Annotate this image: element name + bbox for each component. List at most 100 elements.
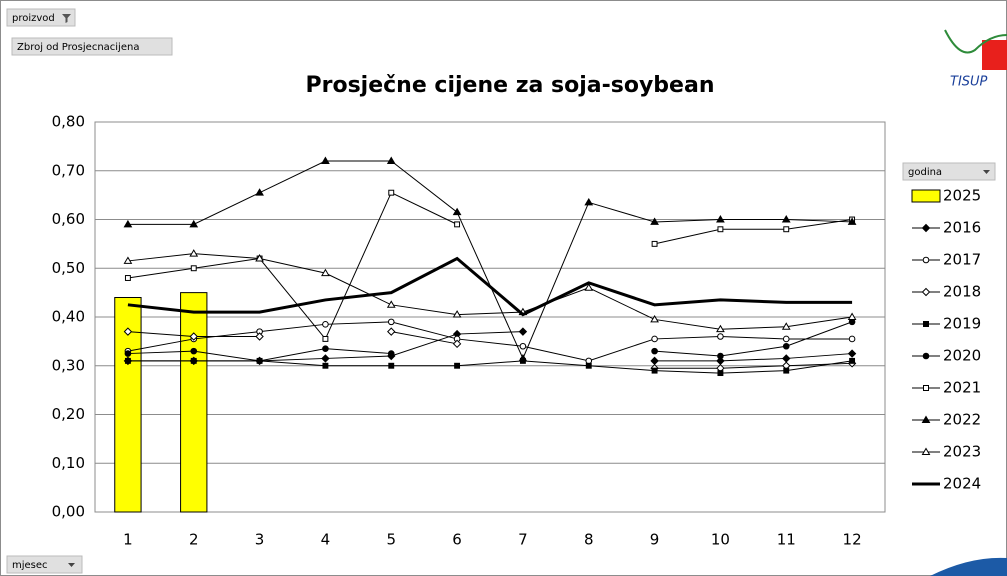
- filter-label: proizvod: [12, 13, 55, 24]
- marker: [651, 347, 658, 355]
- marker: [781, 322, 791, 330]
- marker: [386, 300, 396, 308]
- legend-marker: [923, 321, 929, 327]
- marker: [454, 362, 461, 369]
- x-tick-label: 12: [843, 531, 862, 549]
- marker: [848, 335, 856, 343]
- chart-title: Prosječne cijene za soja-soybean: [306, 73, 715, 98]
- legend-label: 2022: [943, 411, 981, 429]
- legend-label: 2023: [943, 443, 981, 461]
- marker: [651, 335, 658, 343]
- marker: [584, 283, 594, 291]
- marker: [783, 226, 790, 233]
- marker: [255, 332, 264, 341]
- marker: [387, 350, 395, 357]
- category-field-button[interactable]: [6, 555, 83, 574]
- legend-field-button[interactable]: [902, 162, 996, 181]
- series-line: [654, 219, 853, 245]
- y-tick-label: 0,80: [52, 113, 85, 131]
- marker: [190, 357, 197, 364]
- marker: [388, 189, 395, 196]
- marker: [388, 362, 395, 369]
- x-tick-label: 2: [189, 531, 199, 549]
- y-tick-label: 0,70: [52, 161, 85, 179]
- y-tick-label: 0,10: [52, 454, 85, 472]
- series-line: [654, 362, 853, 369]
- marker: [717, 333, 724, 340]
- marker: [190, 265, 197, 272]
- series-line: [391, 331, 458, 345]
- dropdown-icon: [68, 563, 75, 567]
- marker: [650, 217, 659, 225]
- legend-marker: [922, 352, 930, 360]
- marker: [322, 362, 329, 369]
- x-tick-label: 3: [255, 531, 265, 549]
- marker: [386, 156, 396, 164]
- marker: [452, 339, 462, 349]
- marker: [124, 357, 131, 364]
- corner-graphic: [930, 557, 1007, 576]
- marker: [124, 350, 132, 357]
- series-line: [127, 192, 458, 340]
- dropdown-icon: [983, 170, 990, 174]
- marker: [387, 318, 395, 326]
- x-tick-label: 6: [452, 531, 462, 549]
- x-tick-label: 9: [650, 531, 660, 549]
- marker: [124, 275, 131, 281]
- marker: [123, 327, 133, 336]
- series-line: [127, 360, 853, 374]
- marker: [782, 335, 790, 343]
- legend-marker: [921, 415, 931, 423]
- x-tick-label: 8: [584, 531, 594, 549]
- legend-marker: [921, 447, 931, 455]
- legend-label: 2019: [943, 315, 981, 333]
- marker: [321, 268, 330, 277]
- marker: [518, 353, 528, 362]
- marker: [321, 354, 330, 363]
- marker: [322, 335, 329, 342]
- legend-label: 2016: [943, 219, 981, 237]
- legend-marker: [921, 223, 931, 233]
- legend-label: 2024: [943, 475, 981, 493]
- y-tick-label: 0,00: [52, 503, 85, 521]
- series-line: [127, 321, 853, 362]
- marker: [847, 217, 857, 225]
- legend-marker: [923, 385, 929, 391]
- logo: TISUP: [944, 29, 1007, 90]
- series-line: [654, 353, 853, 362]
- marker: [847, 349, 857, 358]
- marker: [322, 321, 329, 328]
- marker: [651, 240, 658, 247]
- legend-label: 2017: [943, 251, 981, 269]
- series-line: [127, 256, 853, 317]
- marker: [717, 370, 724, 377]
- category-field: mjesec: [12, 560, 48, 571]
- marker: [716, 324, 725, 333]
- x-tick-label: 11: [777, 531, 796, 549]
- marker: [255, 188, 264, 196]
- marker: [256, 357, 263, 365]
- filter-button[interactable]: [6, 8, 76, 27]
- marker: [452, 207, 462, 216]
- value-field-button[interactable]: [11, 37, 173, 56]
- y-tick-label: 0,50: [52, 259, 85, 277]
- marker: [584, 197, 594, 206]
- series-line: [654, 321, 853, 357]
- marker: [190, 347, 198, 355]
- marker: [716, 215, 725, 223]
- marker: [519, 342, 527, 350]
- legend-marker: [921, 287, 931, 297]
- x-tick-label: 1: [123, 531, 133, 549]
- filter-icon: [62, 14, 71, 23]
- legend-label: 2020: [943, 347, 981, 365]
- svg-text:TISUP: TISUP: [950, 75, 988, 90]
- y-tick-label: 0,40: [52, 308, 85, 326]
- legend-label: 2025: [943, 187, 981, 205]
- marker: [717, 352, 724, 360]
- marker: [189, 332, 198, 341]
- marker: [255, 254, 264, 262]
- y-tick-label: 0,60: [52, 210, 85, 228]
- legend-marker: [922, 256, 930, 264]
